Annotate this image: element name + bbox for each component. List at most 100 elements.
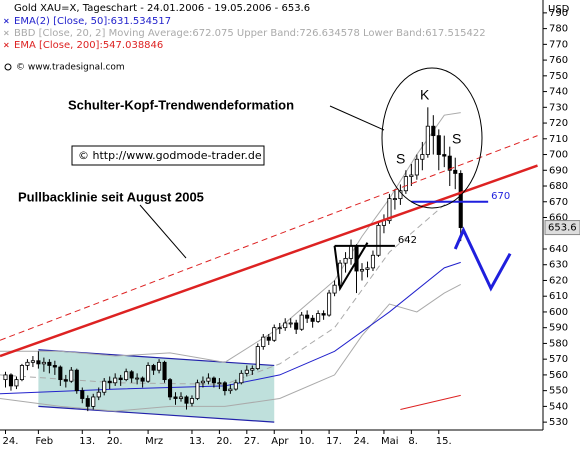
y-tick-label: 540 bbox=[549, 401, 568, 412]
copyright-box bbox=[71, 145, 265, 166]
y-tick-label: 680 bbox=[549, 181, 568, 192]
candle-body bbox=[376, 224, 381, 256]
candle-body bbox=[305, 314, 310, 319]
candle-body bbox=[200, 380, 205, 384]
channel-line bbox=[38, 405, 275, 423]
candle-body bbox=[332, 284, 337, 294]
candle-body bbox=[442, 154, 447, 157]
candle-body bbox=[124, 371, 129, 381]
candle-body bbox=[173, 396, 178, 399]
candle-body bbox=[316, 313, 321, 322]
legend-marker: × bbox=[3, 17, 10, 26]
candle-body bbox=[348, 245, 354, 259]
y-tick-label: 700 bbox=[549, 150, 568, 161]
channel bbox=[38, 349, 275, 423]
candle-body bbox=[102, 380, 107, 393]
overlay-line bbox=[0, 112, 461, 363]
candle-body bbox=[414, 158, 419, 176]
y-tick-label: 560 bbox=[549, 370, 568, 381]
candle-body bbox=[80, 390, 85, 399]
legend-marker: × bbox=[3, 29, 10, 38]
y-tick-label: 610 bbox=[549, 291, 568, 302]
last-price-label: 653.6 bbox=[548, 223, 577, 234]
candle-body bbox=[409, 174, 414, 177]
y-tick-label: 580 bbox=[549, 338, 568, 349]
candle-body bbox=[228, 388, 233, 392]
y-tick-label: 720 bbox=[549, 118, 568, 129]
y-tick-label: 590 bbox=[549, 323, 568, 334]
candle-body bbox=[327, 292, 332, 316]
candle-body bbox=[288, 322, 293, 325]
candle-body bbox=[387, 198, 392, 222]
shoulder-label: S bbox=[452, 131, 461, 147]
y-tick-label: 710 bbox=[549, 134, 568, 145]
x-tick-label: 15. bbox=[436, 436, 452, 447]
candle-body bbox=[118, 377, 123, 381]
overlay-line bbox=[0, 135, 538, 341]
candle-body bbox=[310, 317, 315, 322]
x-tick-label: 20. bbox=[216, 436, 232, 447]
y-tick-label: 740 bbox=[549, 87, 568, 98]
candle-body bbox=[370, 254, 376, 269]
y-tick-label: 620 bbox=[549, 275, 568, 286]
candle-body bbox=[420, 154, 425, 160]
candle-body bbox=[343, 258, 348, 264]
x-tick-label: 24. bbox=[2, 436, 18, 447]
y-tick-label: 570 bbox=[549, 354, 568, 365]
candle-body bbox=[167, 379, 173, 398]
chart-title: Gold XAU=X, Tageschart - 24.01.2006 - 19… bbox=[14, 3, 310, 14]
y-tick-label: 770 bbox=[549, 39, 568, 50]
candle-body bbox=[206, 377, 211, 382]
overlay-line bbox=[0, 197, 461, 385]
overlay-line bbox=[0, 283, 461, 412]
candle-body bbox=[107, 380, 112, 384]
y-tick-label: 670 bbox=[549, 197, 568, 208]
candle-body bbox=[41, 361, 46, 365]
x-tick-label: 27. bbox=[244, 436, 260, 447]
candle-body bbox=[359, 269, 365, 272]
candle-body bbox=[425, 125, 430, 155]
candle-body bbox=[266, 336, 271, 341]
candle-body bbox=[30, 360, 35, 363]
y-tick-label: 630 bbox=[549, 260, 568, 271]
candle-body bbox=[217, 382, 222, 385]
candle-body bbox=[14, 379, 19, 387]
x-tick-label: 24. bbox=[354, 436, 370, 447]
overlay-line bbox=[333, 242, 369, 292]
candle-body bbox=[431, 125, 436, 137]
candle-body bbox=[19, 365, 24, 381]
candle-body bbox=[63, 379, 68, 382]
candle-body bbox=[189, 398, 195, 404]
source: © www.tradesignal.com bbox=[16, 63, 125, 73]
level-label: 642 bbox=[398, 235, 417, 246]
x-tick-label: 8. bbox=[408, 436, 418, 447]
candle-body bbox=[58, 366, 63, 381]
candle-body bbox=[157, 361, 162, 371]
candle-body bbox=[294, 322, 299, 330]
candle-body bbox=[140, 377, 145, 382]
y-tick-label: 750 bbox=[549, 71, 568, 82]
copyright-text: © http://www.godmode-trader.de bbox=[78, 149, 262, 162]
y-tick-label: 780 bbox=[549, 24, 568, 35]
candle-body bbox=[299, 314, 304, 330]
candle-body bbox=[255, 346, 260, 370]
candle-body bbox=[52, 365, 57, 368]
candle-body bbox=[365, 267, 370, 270]
candle-body bbox=[8, 374, 14, 387]
candle-body bbox=[96, 391, 101, 398]
candle-body bbox=[458, 173, 463, 228]
x-tick-label: 13. bbox=[79, 436, 95, 447]
y-tick-label: 550 bbox=[549, 386, 568, 397]
candle-body bbox=[283, 322, 288, 329]
candle-body bbox=[222, 382, 227, 392]
formation-annotation: Schulter-Kopf-Trendwendeformation bbox=[68, 97, 294, 112]
y-tick-label: 760 bbox=[549, 55, 568, 66]
candle-body bbox=[3, 374, 8, 381]
x-tick-label: Mai bbox=[381, 436, 399, 447]
pullback-annotation: Pullbacklinie seit August 2005 bbox=[18, 189, 204, 204]
candle-body bbox=[151, 365, 156, 371]
candle-body bbox=[261, 336, 266, 347]
y-unit: USD bbox=[548, 4, 570, 15]
legend: × EMA(2) [Close, 50]:631.534517 × BBD [Clos… bbox=[3, 16, 486, 51]
